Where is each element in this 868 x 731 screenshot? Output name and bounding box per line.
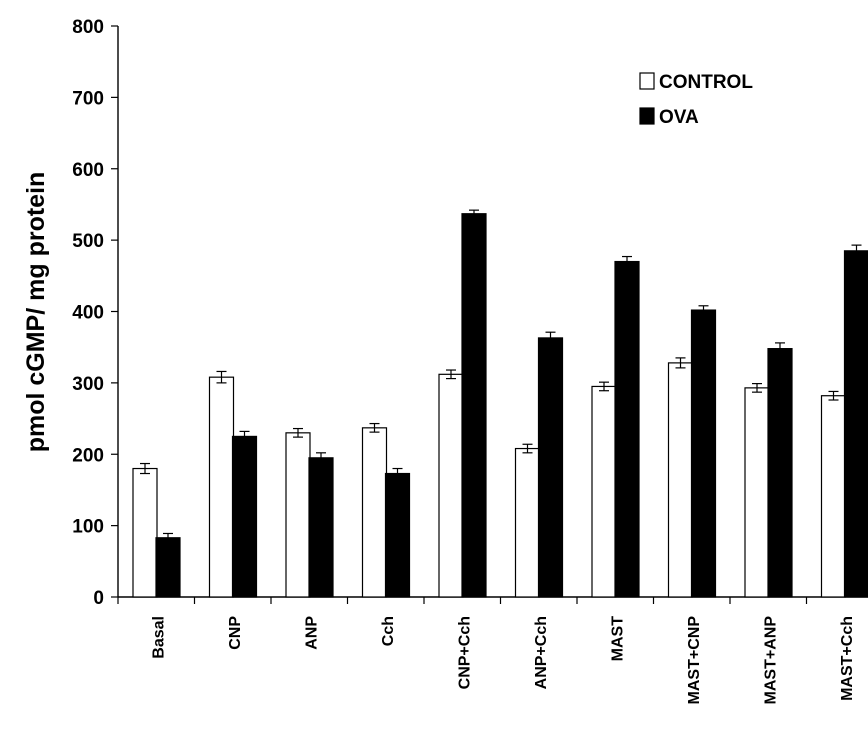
bar-control-cnp [208,376,235,598]
x-tick-label: MAST+CNP [686,616,703,705]
bar-control-anp-plus-cch [514,447,541,598]
bar-ova-mast-plus-anp [767,348,793,598]
bar-control-cnp-plus-cch [438,373,464,598]
y-tick-label: 100 [72,517,104,538]
y-tick-label: 200 [72,445,104,466]
legend-label-control: CONTROL [659,72,753,93]
bar-ova-cch [384,472,411,598]
bar-control-basal [132,467,158,598]
legend-swatch-ova [639,107,655,125]
bar-control-anp [285,432,311,598]
y-tick-label: 700 [72,88,104,109]
bar-control-mast-plus-cch [820,395,847,598]
y-tick-label: 600 [72,160,104,181]
x-tick-label: Basal [150,616,167,659]
y-axis: 0 100 200 300 400 500 600 700 800 [72,17,119,609]
legend-swatch-control [639,72,655,90]
bar-ova-mast-plus-cnp [690,309,717,598]
bar-ova-basal [155,537,181,598]
bar-ova-mast [614,260,640,598]
x-tick-label: MAST+Cch [839,616,856,701]
bars [132,209,868,598]
bar-ova-cnp-plus-cch [461,213,487,598]
legend-label-ova: OVA [659,107,699,128]
x-tick-label: ANP [303,616,320,650]
x-tick-label: MAST [609,616,626,662]
bar-ova-anp [308,457,334,598]
y-tick-label: 300 [72,374,104,395]
y-axis-label: pmol cGMP/ mg protein [22,172,50,453]
x-tick-label: Cch [380,616,397,646]
x-axis: Basal CNP ANP Cch CNP+Cch ANP+Cch MAST MAST+CNP… [117,596,868,705]
bar-ova-mast-plus-cch [843,250,868,598]
bar-control-mast-plus-cnp [667,362,694,598]
bar-control-mast-plus-anp [744,387,770,598]
x-tick-label: MAST+ANP [762,616,779,705]
bar-ova-anp-plus-cch [537,337,564,598]
bar-control-mast [591,385,617,598]
y-tick-label: 400 [72,303,104,324]
bar-control-cch [361,427,388,598]
y-tick-label: 800 [72,17,104,38]
x-tick-label: CNP+Cch [456,616,473,689]
y-tick-label: 0 [93,588,104,609]
y-tick-label: 500 [72,231,104,252]
bar-ova-cnp [231,435,258,598]
x-tick-label: CNP [227,616,244,650]
x-tick-label: ANP+Cch [533,616,550,689]
legend: CONTROL OVA [639,72,753,128]
